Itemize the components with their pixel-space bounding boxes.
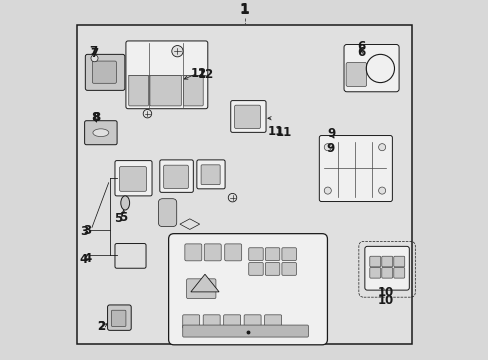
Text: 8: 8 [91,111,99,124]
FancyBboxPatch shape [92,61,116,83]
FancyBboxPatch shape [393,267,404,278]
Text: 3: 3 [80,225,88,238]
Circle shape [378,187,385,194]
FancyBboxPatch shape [346,63,366,86]
FancyBboxPatch shape [264,315,281,328]
Circle shape [171,45,183,57]
FancyBboxPatch shape [85,54,124,90]
FancyBboxPatch shape [224,244,241,261]
FancyBboxPatch shape [186,279,216,298]
Text: 6: 6 [356,40,365,53]
FancyBboxPatch shape [265,262,279,275]
Ellipse shape [93,129,108,136]
Text: 4: 4 [80,253,88,266]
FancyBboxPatch shape [203,315,220,328]
FancyBboxPatch shape [344,45,398,92]
Text: 10: 10 [377,286,393,299]
FancyBboxPatch shape [393,256,404,267]
Circle shape [228,193,236,202]
FancyBboxPatch shape [183,315,199,328]
FancyBboxPatch shape [184,244,202,261]
Text: 8: 8 [92,111,100,123]
FancyBboxPatch shape [230,100,265,132]
Circle shape [324,187,331,194]
Polygon shape [190,274,219,292]
FancyBboxPatch shape [244,315,261,328]
FancyBboxPatch shape [183,325,308,337]
Text: 9: 9 [326,142,334,155]
Text: 12: 12 [198,68,214,81]
FancyBboxPatch shape [319,135,391,202]
FancyBboxPatch shape [163,165,188,189]
Text: 1: 1 [239,3,249,17]
Text: 7: 7 [90,47,99,60]
FancyBboxPatch shape [248,248,263,261]
FancyBboxPatch shape [168,234,327,345]
FancyBboxPatch shape [158,199,176,226]
Text: 7: 7 [89,45,97,58]
Text: 1: 1 [239,2,249,16]
FancyBboxPatch shape [223,315,240,328]
FancyBboxPatch shape [197,160,224,189]
Text: 12: 12 [190,67,206,80]
FancyBboxPatch shape [381,256,392,267]
FancyBboxPatch shape [115,161,152,196]
FancyBboxPatch shape [160,160,193,192]
FancyBboxPatch shape [150,76,181,106]
FancyBboxPatch shape [369,256,380,267]
Text: 5: 5 [119,211,126,224]
FancyBboxPatch shape [107,305,131,330]
Text: 6: 6 [357,46,365,59]
FancyBboxPatch shape [234,105,260,129]
Circle shape [143,109,151,118]
Text: 11: 11 [267,125,283,138]
FancyBboxPatch shape [111,310,125,327]
Text: 10: 10 [377,294,393,307]
FancyBboxPatch shape [125,41,207,109]
FancyBboxPatch shape [282,262,296,275]
FancyBboxPatch shape [84,121,117,145]
Circle shape [324,144,331,151]
FancyBboxPatch shape [183,76,203,106]
FancyBboxPatch shape [265,248,279,261]
Ellipse shape [121,196,129,210]
FancyBboxPatch shape [120,167,146,191]
FancyBboxPatch shape [115,243,146,268]
FancyBboxPatch shape [369,267,380,278]
FancyBboxPatch shape [381,267,392,278]
Polygon shape [180,219,199,229]
Text: 3: 3 [83,224,91,237]
Text: 5: 5 [114,212,122,225]
Circle shape [378,144,385,151]
Text: 9: 9 [327,127,335,140]
FancyBboxPatch shape [282,248,296,261]
FancyBboxPatch shape [364,246,408,290]
FancyBboxPatch shape [204,244,221,261]
Text: 11: 11 [275,126,291,139]
Text: 2: 2 [97,320,105,333]
Text: 2: 2 [97,320,105,333]
Text: 4: 4 [83,252,91,265]
Circle shape [91,55,98,62]
FancyBboxPatch shape [248,262,263,275]
FancyBboxPatch shape [201,165,220,185]
FancyBboxPatch shape [128,76,148,106]
